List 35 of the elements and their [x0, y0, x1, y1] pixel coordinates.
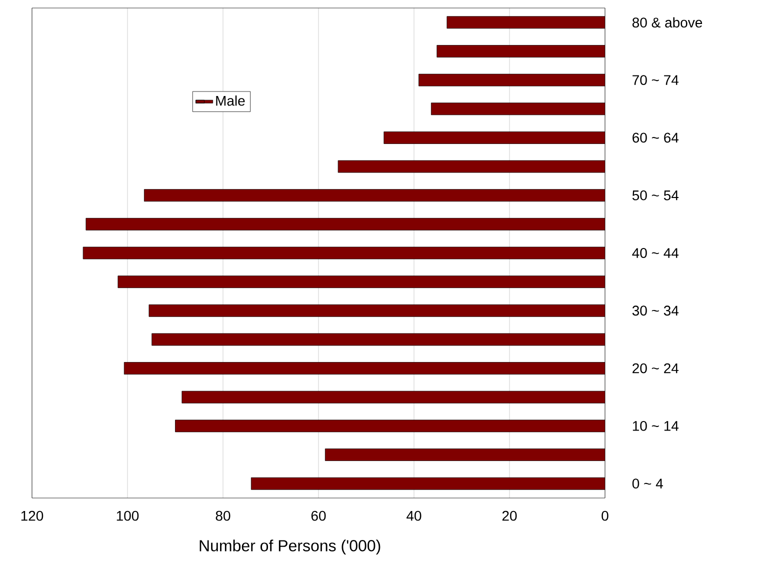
bar — [418, 74, 605, 86]
bar — [338, 160, 605, 173]
bar — [148, 304, 605, 317]
bar — [250, 477, 605, 490]
x-tick-label: 20 — [502, 510, 517, 521]
bar — [446, 16, 605, 29]
y-tick-label: 50 ~ 54 — [632, 190, 679, 200]
y-tick-label: 30 ~ 34 — [632, 306, 679, 316]
legend-label: Male — [216, 95, 245, 106]
x-tick-label: 0 — [602, 510, 608, 521]
bar — [182, 390, 605, 404]
bar — [175, 420, 605, 432]
bar — [384, 132, 605, 144]
x-tick-label: 80 — [216, 510, 230, 521]
x-axis-title: Number of Persons ('000) — [200, 540, 380, 555]
bar — [430, 102, 605, 116]
bar — [86, 218, 605, 230]
x-tick-label: 100 — [116, 510, 139, 521]
bar — [324, 448, 605, 461]
bar — [82, 246, 605, 260]
y-tick-label: 10 ~ 14 — [632, 420, 679, 431]
x-tick-label: 60 — [311, 510, 326, 521]
y-tick-label: 80 & above — [632, 17, 702, 28]
bar — [144, 189, 605, 202]
y-tick-label: 60 ~ 64 — [632, 132, 679, 143]
x-tick-label: 40 — [406, 510, 422, 521]
y-tick-label: 40 ~ 44 — [632, 248, 679, 258]
bar — [124, 362, 605, 374]
bar — [152, 333, 605, 346]
y-tick-label: 70 ~ 74 — [632, 75, 679, 86]
bar — [436, 45, 605, 58]
bar — [118, 276, 605, 288]
y-tick-label: 20 ~ 24 — [632, 363, 679, 374]
x-tick-label: 120 — [21, 510, 44, 521]
y-tick-label: 0 ~ 4 — [632, 478, 663, 489]
